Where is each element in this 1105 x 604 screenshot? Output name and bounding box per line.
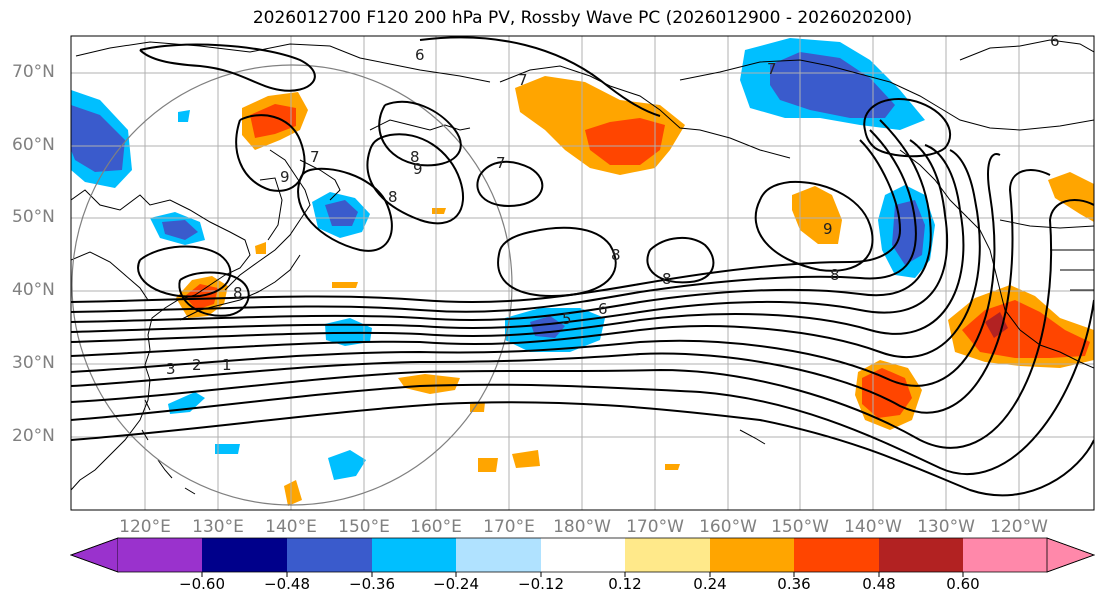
positive-anomaly-california-peak xyxy=(985,312,1008,338)
contour-label: 7 xyxy=(518,71,528,89)
contour-label: 3 xyxy=(166,360,176,378)
contour-label: 6 xyxy=(415,46,425,64)
longitude-label: 120°W xyxy=(990,517,1048,537)
negative-anomaly-small2 xyxy=(168,392,205,414)
latitude-label: 70°N xyxy=(12,62,55,82)
longitude-label: 160°E xyxy=(410,517,462,537)
negative-anomaly-small xyxy=(178,110,190,122)
contour-label: 9 xyxy=(823,220,833,238)
contour-label: 1 xyxy=(222,356,232,374)
negative-anomaly-gulf-alaska-core xyxy=(892,200,925,265)
contour-label: 7 xyxy=(767,60,777,78)
contour-label: 8 xyxy=(662,270,672,288)
colorbar-segment xyxy=(963,538,1047,572)
contour-label: 5 xyxy=(562,310,572,328)
colorbar xyxy=(69,537,1096,577)
contour-label: 8 xyxy=(233,284,243,302)
positive-anomaly-siberia-core xyxy=(250,104,296,138)
positive-anomaly-california-core xyxy=(962,300,1090,358)
colorbar-tick-label: −0.12 xyxy=(518,575,564,593)
colorbar-tick-label: −0.36 xyxy=(349,575,395,593)
colorbar-tick-label: −0.48 xyxy=(264,575,310,593)
longitude-label: 120°E xyxy=(119,517,171,537)
contour-label: 6 xyxy=(598,300,608,318)
negative-anomaly-west-edge-core xyxy=(71,105,125,172)
colorbar-segment xyxy=(202,538,287,572)
longitude-label: 170°W xyxy=(626,517,684,537)
colorbar-tick-label: −0.24 xyxy=(433,575,479,593)
colorbar-extend-low xyxy=(69,537,119,573)
longitude-label: 160°W xyxy=(699,517,757,537)
contour-label: 8 xyxy=(388,188,398,206)
contour-label: 9 xyxy=(280,168,290,186)
latitude-label: 60°N xyxy=(12,135,55,155)
positive-anomaly-small-b xyxy=(332,282,358,288)
negative-anomaly-small4 xyxy=(328,450,366,480)
latitude-label: 50°N xyxy=(12,207,55,227)
longitude-label: 150°W xyxy=(771,517,829,537)
latitude-label: 40°N xyxy=(12,280,55,300)
colorbar-tick-label: 0.36 xyxy=(777,575,811,593)
reference-circle xyxy=(71,64,513,506)
contour-label: 2 xyxy=(192,356,202,374)
longitude-label: 140°W xyxy=(844,517,902,537)
positive-anomaly-mid-pacific xyxy=(398,374,460,394)
map-frame xyxy=(70,35,1095,511)
positive-anomaly-small-a xyxy=(255,242,266,254)
colorbar-outline xyxy=(69,537,1096,573)
colorbar-tick-label: 0.48 xyxy=(862,575,896,593)
longitude-label: 140°E xyxy=(265,517,317,537)
negative-anomaly-bering-core xyxy=(770,52,895,118)
positive-anomaly-small-c xyxy=(432,208,446,214)
negative-anomaly-kamchatka-core xyxy=(162,220,198,240)
positive-anomaly-small-h xyxy=(665,464,680,470)
colorbar-segment xyxy=(625,538,710,572)
positive-anomaly-north-pacific xyxy=(792,186,842,244)
negative-anomaly-small3 xyxy=(215,444,240,454)
longitude-label: 150°E xyxy=(338,517,390,537)
positive-anomaly-small-e xyxy=(478,458,498,472)
colorbar-extend-high xyxy=(1046,537,1096,573)
longitude-label: 180°W xyxy=(553,517,611,537)
positive-anomaly-bering-sea-core xyxy=(585,118,665,165)
longitude-label: 170°E xyxy=(483,517,535,537)
longitude-label: 130°W xyxy=(917,517,975,537)
contour-label: 6 xyxy=(1050,32,1060,50)
contour-label: 8 xyxy=(410,148,420,166)
colorbar-segment xyxy=(879,538,963,572)
positive-anomaly-canada xyxy=(1048,172,1094,222)
longitude-label: 130°E xyxy=(192,517,244,537)
negative-anomaly-okhotsk-core xyxy=(325,200,358,226)
colorbar-segment xyxy=(710,538,794,572)
positive-anomaly-small-g xyxy=(284,480,302,506)
colorbar-segment xyxy=(372,538,456,572)
colorbar-tick-label: −0.60 xyxy=(179,575,225,593)
latitude-label: 20°N xyxy=(12,426,55,446)
latitude-label: 30°N xyxy=(12,353,55,373)
contour-label: 7 xyxy=(310,148,320,166)
contour-label: 7 xyxy=(496,154,506,172)
colorbar-tick-label: 0.24 xyxy=(693,575,727,593)
contour-label: 8 xyxy=(611,246,621,264)
colorbar-tick-label: 0.12 xyxy=(608,575,642,593)
positive-anomaly-small-f xyxy=(512,450,540,468)
pv-contours xyxy=(71,36,1094,497)
colorbar-segment xyxy=(794,538,879,572)
map-title: 2026012700 F120 200 hPa PV, Rossby Wave … xyxy=(252,8,913,28)
colorbar-segment xyxy=(456,538,541,572)
colorbar-tick-label: 0.60 xyxy=(946,575,980,593)
contour-label-group: 6 7 7 8 8 9 9 8 8 8 9 8 7 6 5 3 2 1 7 6 xyxy=(166,32,1060,378)
colorbar-segment xyxy=(287,538,372,572)
colorbar-segment xyxy=(118,538,202,572)
contour-label: 8 xyxy=(830,266,840,284)
contour-label: 9 xyxy=(413,160,423,178)
colorbar-segment xyxy=(541,538,625,572)
